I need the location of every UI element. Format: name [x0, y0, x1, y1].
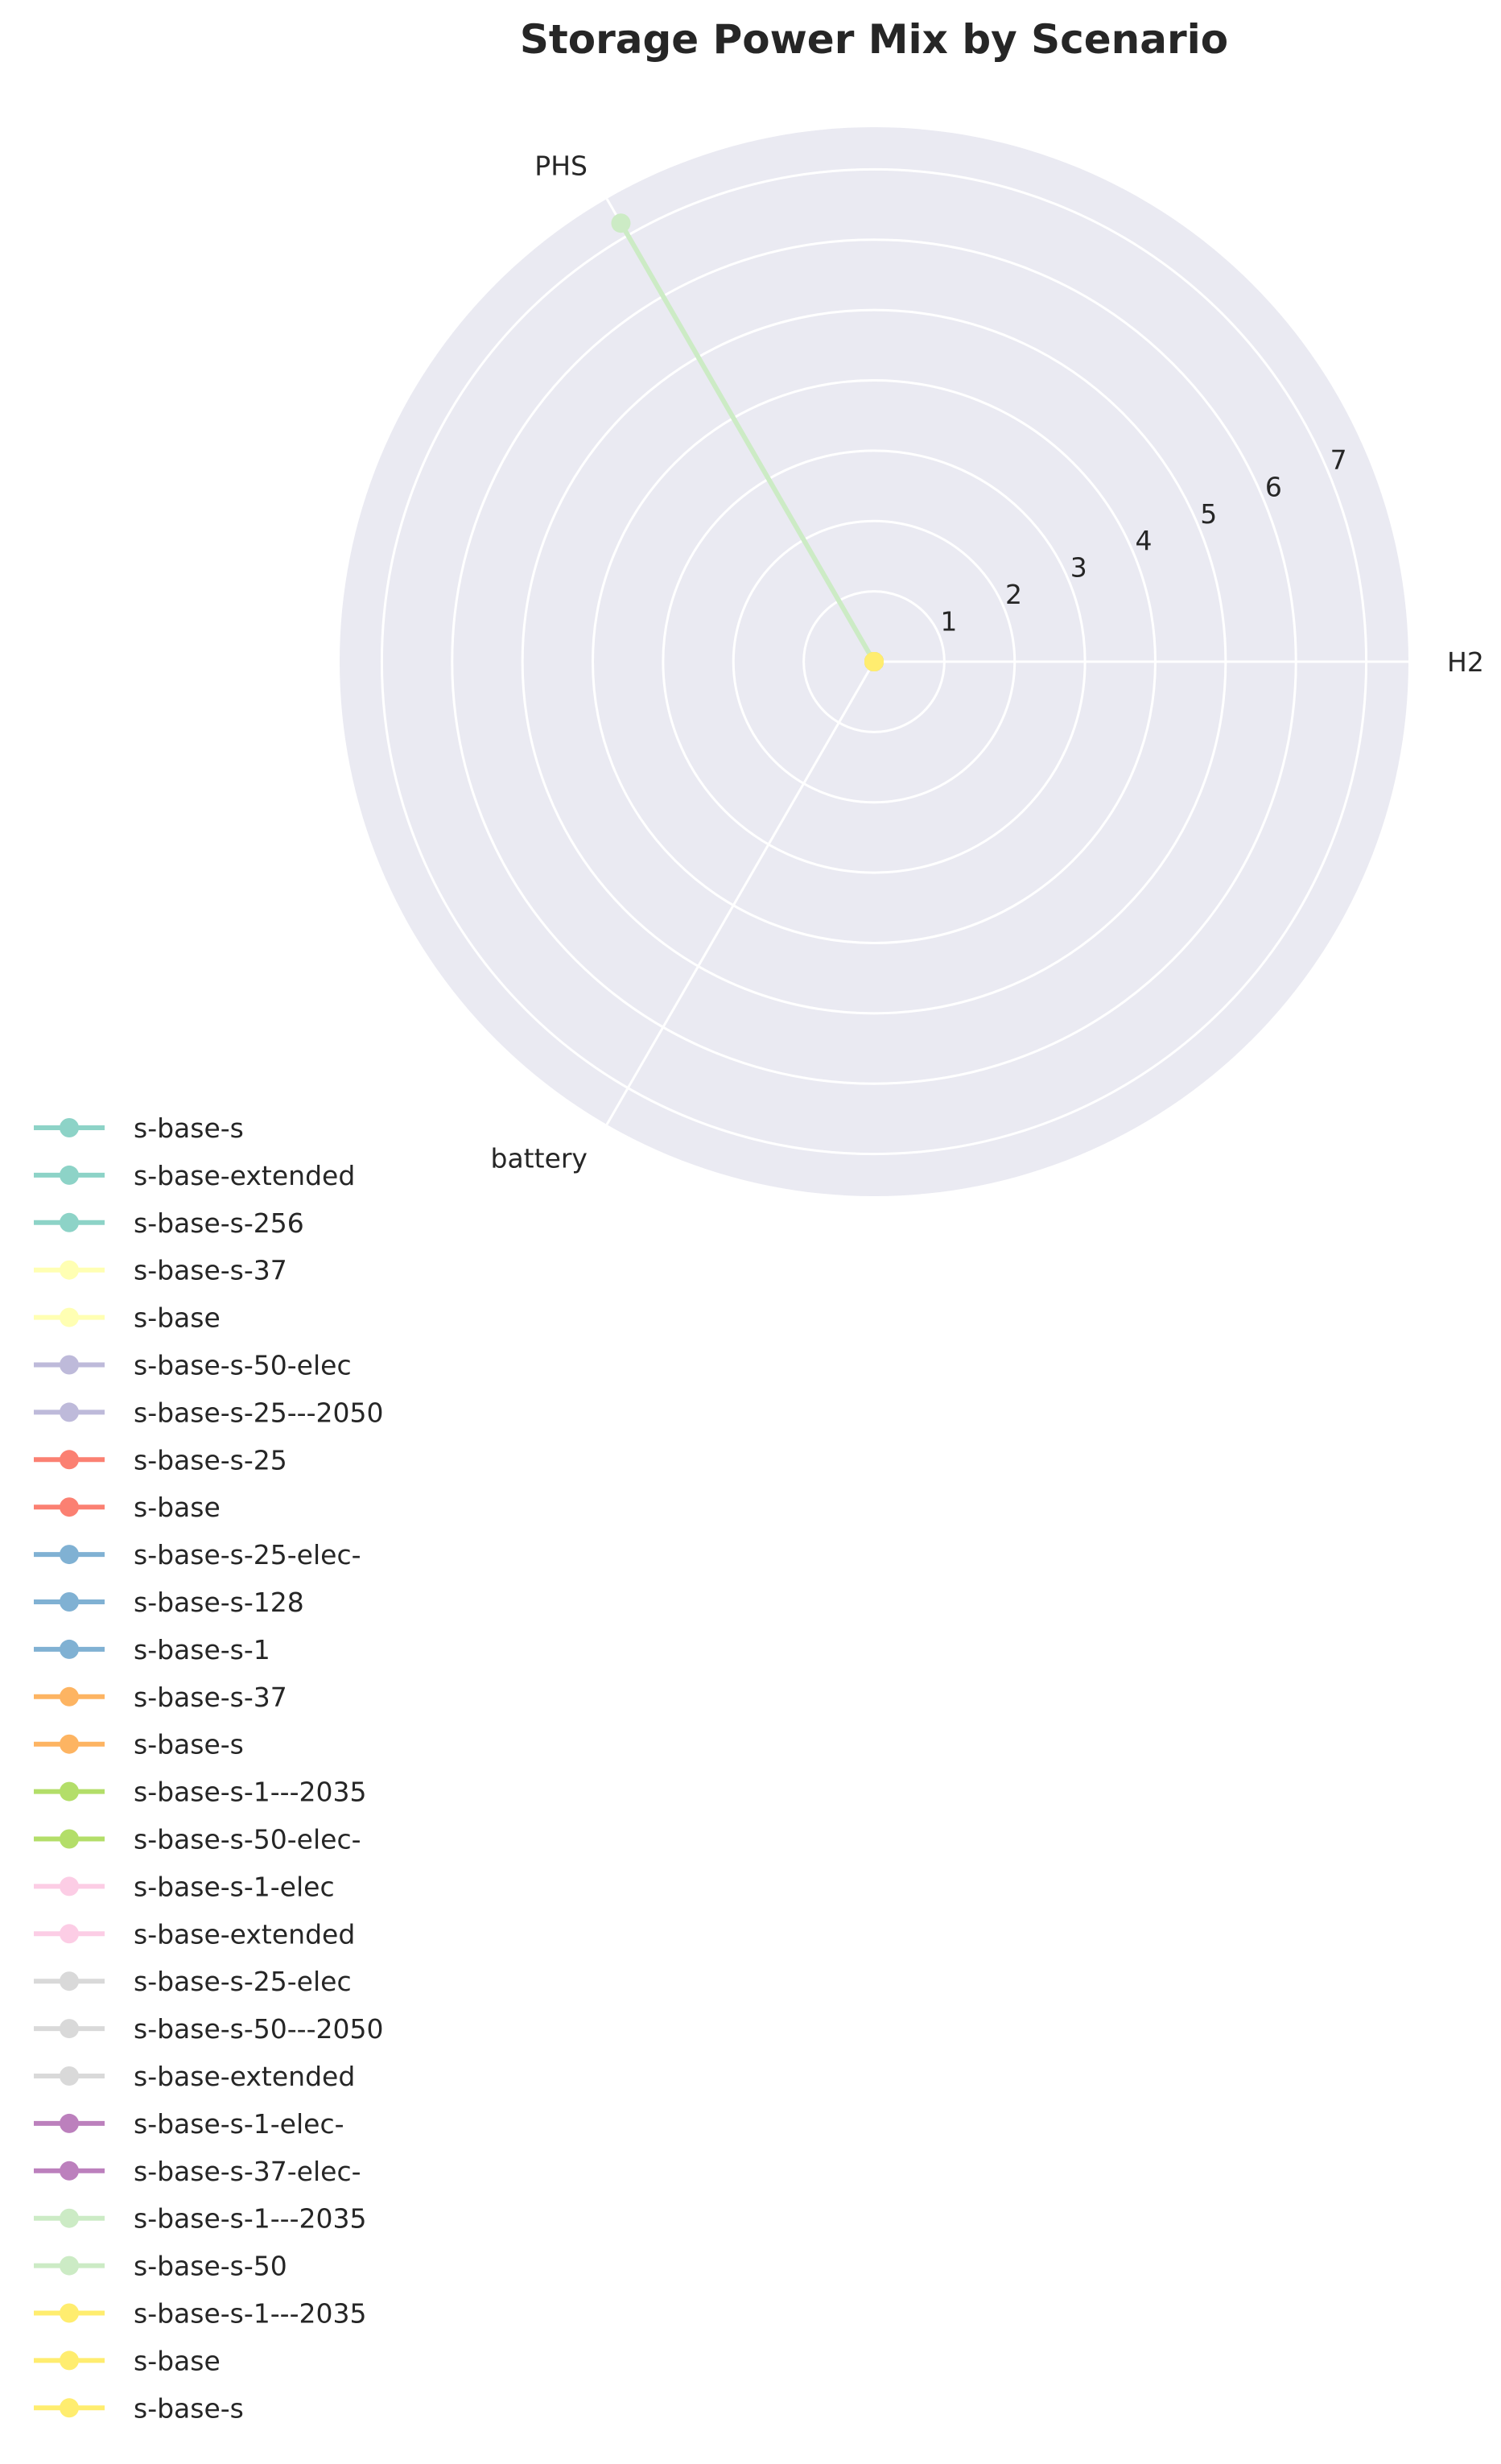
- legend-marker: [60, 1545, 79, 1565]
- legend-label: s-base-s-50---2050: [134, 2013, 383, 2045]
- legend-label: s-base-s-50: [134, 2251, 287, 2282]
- legend-marker: [60, 1686, 79, 1707]
- legend-label: s-base-s-1-elec: [134, 1871, 335, 1902]
- legend-marker: [60, 2398, 79, 2418]
- legend-marker: [60, 1876, 79, 1896]
- legend-label: s-base-s-37: [134, 1255, 287, 1286]
- legend-label: s-base-s: [134, 2392, 244, 2424]
- axis-label-phs: PHS: [534, 150, 588, 181]
- legend-label: s-base-s: [134, 1112, 244, 1144]
- legend-marker: [60, 2256, 79, 2276]
- radial-tick-label: 1: [940, 606, 957, 638]
- angular-gridline: [605, 661, 876, 1125]
- radial-tick-label: 5: [1200, 498, 1217, 530]
- legend-label: s-base-s-50-elec-: [134, 1824, 361, 1855]
- legend-label: s-base-s-37: [134, 1682, 287, 1713]
- legend-label: s-base-s-1---2035: [134, 2203, 366, 2235]
- legend-marker: [60, 1450, 79, 1470]
- legend-marker: [60, 2066, 79, 2086]
- radial-tick-label: 4: [1135, 525, 1152, 556]
- legend-label: s-base-s-1-elec-: [134, 2108, 344, 2140]
- legend-label: s-base-s-25: [134, 1444, 287, 1476]
- radial-tick-labels: 1 2 3 4 5 6 7: [940, 444, 1346, 638]
- legend-marker: [60, 1497, 79, 1517]
- legend-label: s-base-s-25-elec-: [134, 1539, 361, 1570]
- axis-label-battery: battery: [491, 1143, 588, 1174]
- series-point: [864, 652, 884, 671]
- legend-label: s-base-extended: [134, 2061, 355, 2092]
- legend-label: s-base-s-128: [134, 1587, 304, 1618]
- legend-marker: [60, 1971, 79, 1991]
- legend-marker: [60, 1402, 79, 1422]
- legend-label: s-base: [134, 1492, 221, 1523]
- legend-label: s-base: [134, 1302, 221, 1334]
- legend-marker: [60, 1307, 79, 1327]
- legend-marker: [60, 2113, 79, 2133]
- legend-label: s-base: [134, 2345, 221, 2376]
- legend-label: s-base-s: [134, 1729, 244, 1760]
- chart-title: Storage Power Mix by Scenario: [520, 16, 1228, 63]
- legend-label: s-base-extended: [134, 1160, 355, 1191]
- legend-marker: [60, 1924, 79, 1944]
- legend-marker: [60, 1781, 79, 1802]
- legend-label: s-base-s-50-elec: [134, 1350, 352, 1381]
- series-point: [611, 213, 631, 233]
- legend-label: s-base-s-25-elec: [134, 1966, 352, 1997]
- legend-marker: [60, 1592, 79, 1612]
- legend-marker: [60, 2019, 79, 2039]
- legend-marker: [60, 1165, 79, 1185]
- legend: s-base-s s-base-extended s-base-s-256 s-bas…: [34, 1112, 383, 2424]
- legend-label: s-base-s-25---2050: [134, 1397, 383, 1428]
- axis-labels: H2 PHS battery: [491, 150, 1484, 1174]
- legend-label: s-base-s-256: [134, 1207, 304, 1239]
- radial-tick-label: 3: [1070, 552, 1087, 584]
- legend-label: s-base-s-1: [134, 1634, 270, 1665]
- series-layer: [611, 213, 884, 671]
- radial-tick-label: 7: [1330, 444, 1347, 476]
- legend-marker: [60, 1355, 79, 1375]
- legend-marker: [60, 2208, 79, 2228]
- legend-marker: [60, 1260, 79, 1280]
- legend-marker: [60, 1639, 79, 1659]
- legend-marker: [60, 2350, 79, 2371]
- legend-marker: [60, 1734, 79, 1754]
- radial-tick-label: 6: [1265, 471, 1282, 502]
- legend-marker: [60, 2161, 79, 2181]
- radial-tick-label: 2: [1005, 579, 1022, 610]
- legend-marker: [60, 1212, 79, 1232]
- legend-label: s-base-s-37-elec-: [134, 2156, 361, 2187]
- legend-marker: [60, 2303, 79, 2323]
- legend-marker: [60, 1829, 79, 1849]
- legend-label: s-base-s-1---2035: [134, 1777, 366, 1808]
- legend-marker: [60, 1118, 79, 1137]
- legend-label: s-base-s-1---2035: [134, 2298, 366, 2330]
- legend-label: s-base-extended: [134, 1918, 355, 1950]
- axis-label-h2: H2: [1447, 646, 1484, 678]
